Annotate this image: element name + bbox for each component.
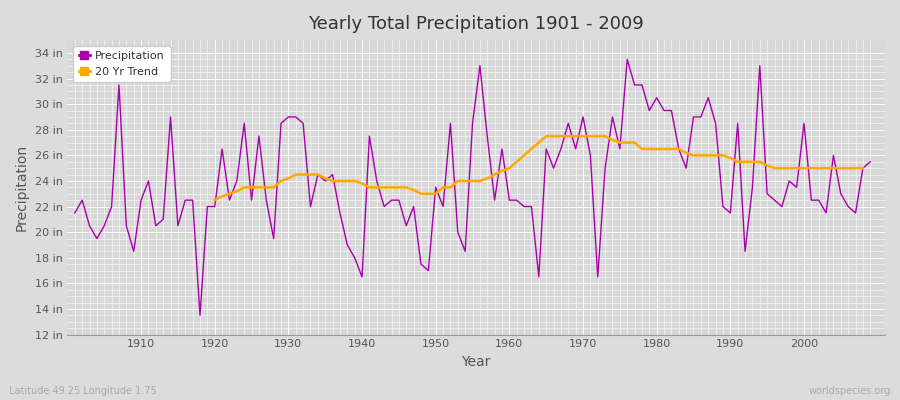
Text: Latitude 49.25 Longitude 1.75: Latitude 49.25 Longitude 1.75	[9, 386, 157, 396]
Y-axis label: Precipitation: Precipitation	[15, 144, 29, 231]
Text: worldspecies.org: worldspecies.org	[809, 386, 891, 396]
Title: Yearly Total Precipitation 1901 - 2009: Yearly Total Precipitation 1901 - 2009	[309, 15, 644, 33]
X-axis label: Year: Year	[462, 355, 490, 369]
Legend: Precipitation, 20 Yr Trend: Precipitation, 20 Yr Trend	[73, 46, 170, 82]
